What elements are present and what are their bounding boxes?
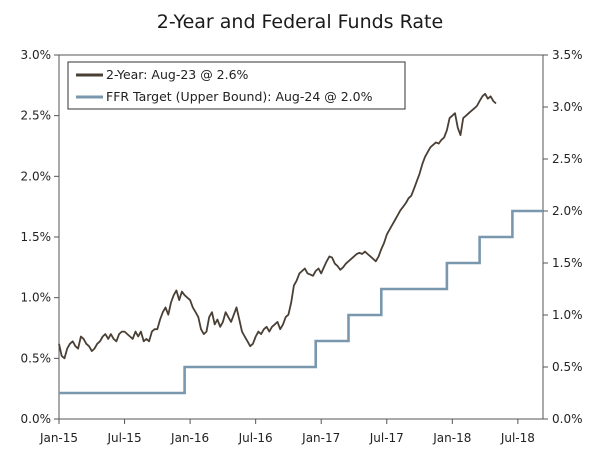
plot-frame [58,54,544,420]
series-line-ffr-target [59,209,543,395]
right-y-tick-label: 0.5% [552,360,583,374]
x-tick-label: Jul-18 [500,431,535,445]
right-y-tick-label: 2.5% [552,152,583,166]
left-y-tick-label: 3.0% [21,48,52,62]
right-y-tick-label: 2.0% [552,204,583,218]
left-y-tick-label: 0.5% [21,351,52,365]
legend-label-2-year: 2-Year: Aug-23 @ 2.6% [106,67,249,82]
x-axis: Jan-15 Jul-15 Jan-16 Jul-16 Jan-17 Jul-17 Jan-… [39,419,535,445]
left-y-tick-label: 1.0% [21,291,52,305]
x-tick-label: Jan-17 [301,431,340,445]
left-y-tick-label: 2.5% [21,109,52,123]
left-y-tick-label: 2.0% [21,169,52,183]
series-line-2-year [58,92,497,360]
right-y-tick-label: 1.5% [552,256,583,270]
right-y-tick-label: 3.5% [552,48,583,62]
left-y-tick-label: 1.5% [21,230,52,244]
x-tick-label: Jan-16 [170,431,209,445]
legend-box [67,61,406,110]
x-tick-label: Jul-15 [107,431,142,445]
legend: 2-Year: Aug-23 @ 2.6% FFR Target (Upper … [67,61,406,110]
chart-title: 2-Year and Federal Funds Rate [157,11,443,33]
left-y-axis: 0.0% 0.5% 1.0% 1.5% 2.0% 2.5% 3.0% [21,48,59,426]
left-y-tick-label: 0.0% [21,412,52,426]
right-y-axis: 0.0% 0.5% 1.0% 1.5% 2.0% 2.5% 3.0% 3.5% [543,48,583,426]
x-tick-label: Jul-17 [369,431,404,445]
x-tick-label: Jul-16 [238,431,273,445]
legend-label-ffr-target: FFR Target (Upper Bound): Aug-24 @ 2.0% [106,89,373,104]
right-y-tick-label: 3.0% [552,100,583,114]
x-tick-label: Jan-15 [39,431,78,445]
x-tick-label: Jan-18 [432,431,471,445]
right-y-tick-label: 0.0% [552,412,583,426]
right-y-tick-label: 1.0% [552,308,583,322]
